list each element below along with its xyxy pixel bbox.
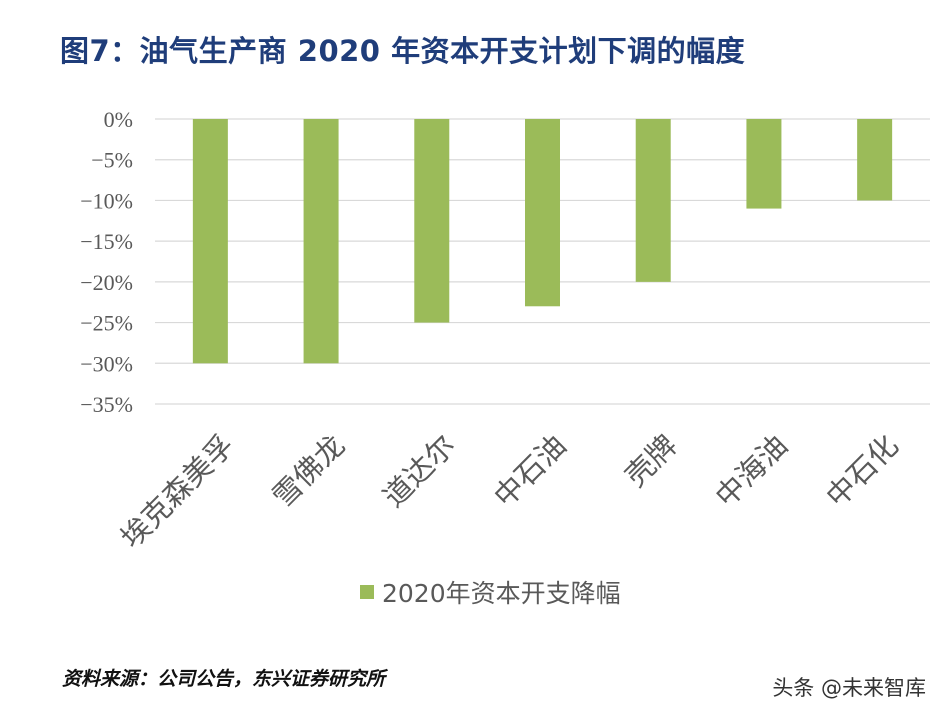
x-category-label: 壳牌 (618, 428, 683, 493)
x-category-label: 中石油 (487, 428, 573, 514)
legend: 2020年资本开支降幅 (360, 579, 621, 608)
y-axis-ticks: 0% −5% −10% −15% −20% −25% −30% −35% (80, 107, 133, 417)
x-category-label: 中石化 (819, 428, 905, 514)
y-tick-label: −20% (80, 270, 133, 295)
y-tick-label: −35% (80, 392, 133, 417)
bar-4 (525, 119, 560, 307)
x-category-label: 道达尔 (376, 428, 462, 514)
y-tick-label: −5% (91, 148, 133, 173)
bar-1 (192, 119, 228, 364)
source-note: 资料来源：公司公告，东兴证券研究所 (62, 668, 386, 690)
x-axis-labels: 埃克森美孚 雪佛龙 道达尔 中石油 壳牌 中海油 中石化 (114, 428, 905, 555)
legend-label: 2020年资本开支降幅 (382, 579, 621, 608)
bar-6 (746, 119, 782, 209)
chart-title: 图7：油气生产商 2020 年资本开支计划下调的幅度 (60, 34, 746, 68)
y-tick-label: −30% (80, 351, 133, 376)
bars (192, 119, 893, 364)
x-category-label: 埃克森美孚 (114, 428, 241, 555)
y-tick-label: −25% (80, 311, 133, 336)
bar-7 (857, 119, 893, 201)
x-category-label: 雪佛龙 (266, 428, 352, 514)
bar-5 (635, 119, 671, 282)
x-category-label: 中海油 (709, 428, 795, 514)
bar-2 (303, 119, 339, 364)
legend-swatch (360, 585, 374, 599)
y-tick-label: −10% (80, 188, 133, 213)
watermark: 头条 @未来智库 (772, 676, 926, 700)
y-tick-label: 0% (104, 107, 133, 132)
y-tick-label: −15% (80, 229, 133, 254)
bar-3 (414, 119, 450, 323)
